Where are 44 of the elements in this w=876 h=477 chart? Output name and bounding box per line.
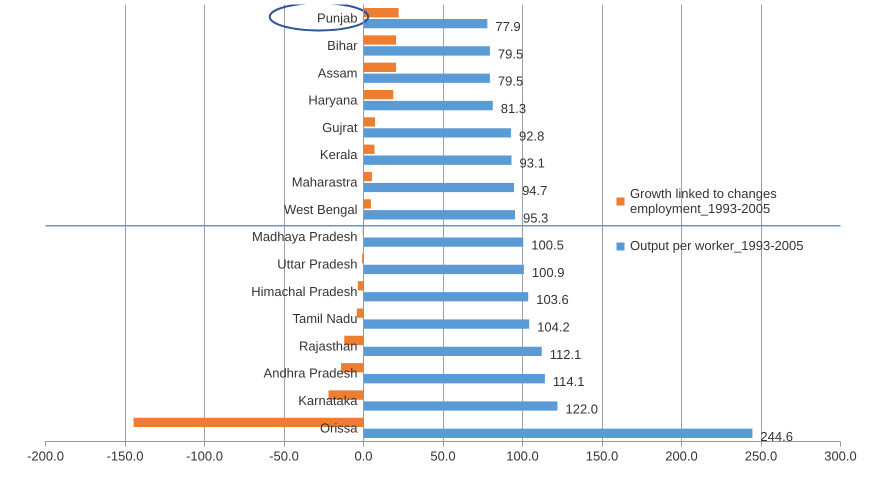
x-tick-label: -150.0 [106, 448, 144, 464]
x-tick-label: 250.0 [744, 448, 778, 464]
data-label: 92.8 [519, 128, 544, 144]
y-tick-label: Tamil Nadu [292, 311, 358, 326]
legend-label: Output per worker_1993-2005 [630, 238, 804, 253]
data-label: 104.2 [537, 320, 570, 335]
data-label: 79.5 [498, 74, 524, 89]
y-tick-label: Maharastra [292, 174, 358, 190]
y-tick-label: West Bengal [284, 202, 358, 217]
data-label: 112.1 [550, 346, 582, 362]
data-label: 100.9 [532, 264, 564, 280]
x-tick-label: -50.0 [269, 448, 299, 464]
y-tick-label: Karnataka [298, 393, 358, 408]
legend-label: Growth linked to changes employment_1993-2005 [630, 186, 777, 216]
y-tick-label: Gujrat [322, 120, 358, 135]
x-tick-label: 150.0 [586, 448, 618, 464]
y-tick-label: Bihar [327, 38, 358, 53]
x-tick-label: 0.0 [354, 448, 373, 464]
data-label: 94.7 [522, 182, 548, 198]
x-tick-label: 300.0 [824, 448, 857, 464]
y-tick-label: Rajasthan [298, 338, 358, 354]
data-label: 79.5 [498, 46, 524, 62]
data-label: 100.5 [531, 238, 564, 253]
data-label: 95.3 [523, 210, 548, 226]
data-label: 93.1 [520, 156, 545, 171]
x-tick-label: -200.0 [27, 448, 64, 464]
y-tick-label: Madhaya Pradesh [252, 229, 358, 244]
y-tick-label: Uttar Pradesh [277, 256, 358, 272]
data-label: 114.1 [552, 374, 584, 390]
y-tick-label: Kerala [320, 147, 358, 162]
data-label: 81.3 [500, 101, 526, 116]
x-tick-label: 50.0 [430, 448, 456, 464]
y-tick-label: Assam [318, 65, 358, 80]
y-tick-label: Haryana [308, 92, 358, 108]
x-tick-label: 100.0 [506, 448, 539, 464]
y-tick-label: Himachal Pradesh [251, 284, 358, 299]
y-tick-label: Punjab [317, 10, 358, 26]
y-tick-label: Andhra Pradesh [264, 366, 358, 381]
x-tick-label: 200.0 [665, 448, 698, 464]
x-tick-label: -100.0 [186, 448, 223, 464]
data-label: 122.0 [565, 401, 598, 416]
data-label: 103.6 [536, 292, 569, 308]
data-label: 77.9 [495, 19, 521, 34]
data-label: 244.6 [760, 428, 793, 444]
